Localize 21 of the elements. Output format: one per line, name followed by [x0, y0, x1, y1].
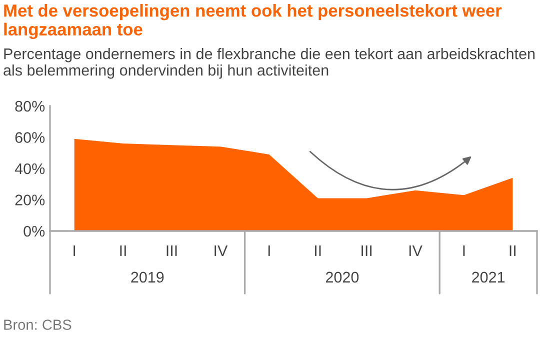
text: 2021 — [472, 272, 505, 283]
y-tick-label: 60% — [15, 132, 45, 143]
chart-subtitle: Percentage ondernemers in de flexbranche die een tekort aan arbeidskrachten als belemmering ondervinden bij hun activiteiten — [4, 48, 535, 79]
y-tick-label: 0% — [24, 226, 45, 237]
y-tick-label: 20% — [15, 194, 45, 206]
y-tick-label: 80% — [15, 100, 45, 112]
y-tick-label: 40% — [14, 163, 45, 174]
x-tick-label: III — [166, 245, 177, 256]
x-tick-label: II — [315, 245, 321, 256]
x-tick-label: II — [120, 245, 126, 256]
x-tick-label: II — [510, 245, 516, 256]
x-tick-label: III — [362, 245, 372, 256]
text: Bron: CBS — [4, 320, 72, 330]
text: 2019 — [131, 272, 164, 283]
x-tick-label: I — [268, 245, 270, 256]
x-tick-label: I — [74, 245, 76, 256]
x-tick-label: IV — [214, 245, 228, 256]
text: 2020 — [326, 272, 359, 283]
x-tick-label: IV — [409, 245, 422, 256]
x-tick-label: I — [463, 245, 465, 256]
chart-title: Met de versoepelingen neemt ook het personeelstekort weer langzaamaan toe — [4, 4, 502, 40]
